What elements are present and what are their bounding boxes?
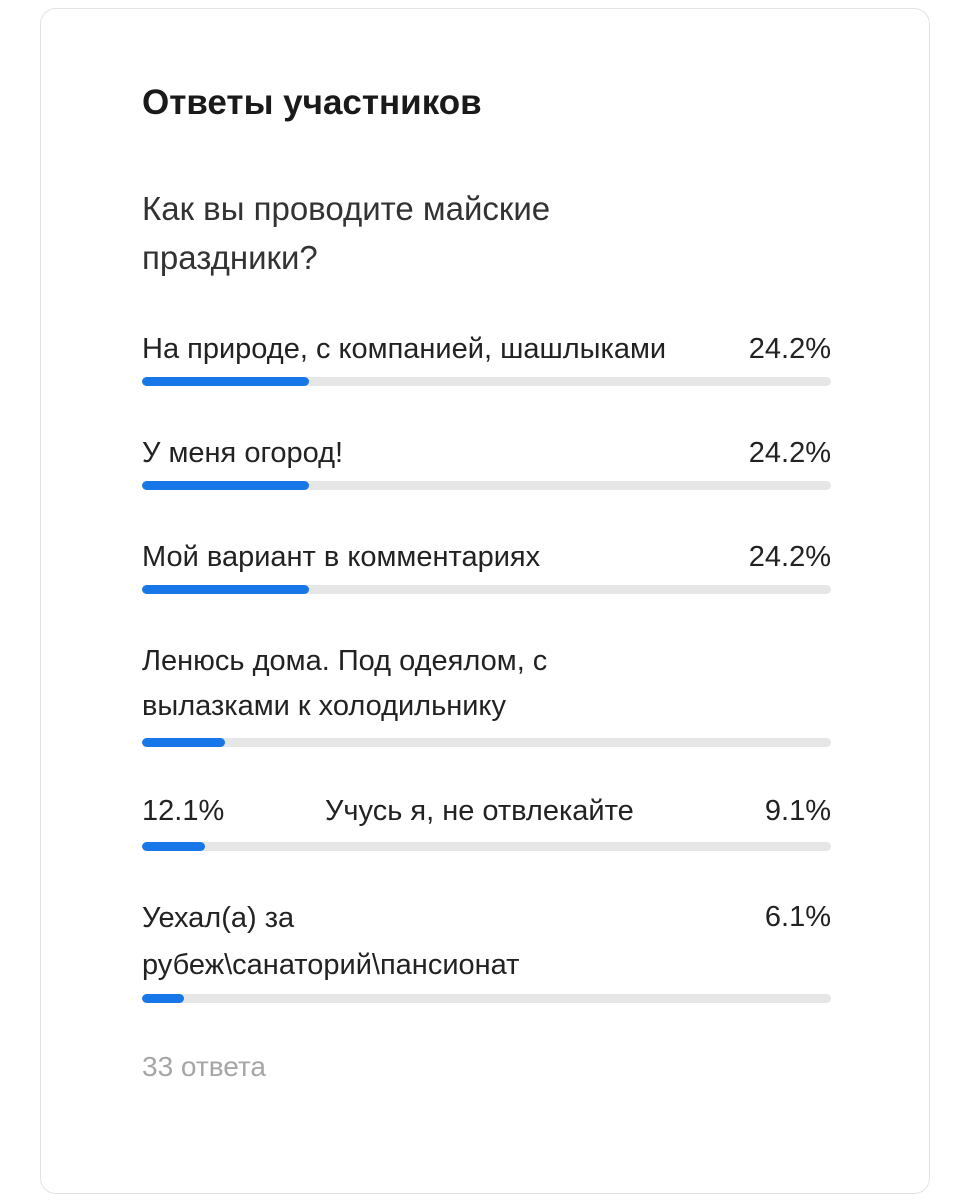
poll-option-percent: 9.1% bbox=[764, 795, 831, 827]
poll-option-label: Учусь я, не отвлекайте bbox=[325, 795, 634, 827]
poll-option-bar-fill bbox=[142, 585, 309, 594]
poll-option-percent: 24.2% bbox=[748, 541, 831, 573]
poll-option-bar-fill bbox=[142, 377, 309, 386]
poll-option-percent: 24.2% bbox=[748, 437, 831, 469]
poll-option-percent: 24.2% bbox=[748, 333, 831, 365]
poll-option-percent: 6.1% bbox=[764, 901, 831, 933]
poll-option-label: Мой вариант в комментариях bbox=[142, 541, 541, 573]
poll-heading: Ответы участников bbox=[142, 83, 482, 122]
poll-option-percent: 12.1% bbox=[142, 795, 225, 827]
poll-option-bar-fill bbox=[142, 738, 226, 747]
poll-option-bar-fill bbox=[142, 842, 205, 851]
poll-option-label: У меня огород! bbox=[142, 437, 344, 469]
poll-option-bar-track bbox=[142, 481, 831, 490]
poll-option-label: Уехал(а) за рубеж\санаторий\пансионат bbox=[142, 902, 520, 981]
poll-option-label: На природе, с компанией, шашлыками bbox=[142, 333, 667, 365]
poll-option-label: Ленюсь дома. Под одеялом, с вылазками к … bbox=[142, 645, 548, 722]
poll-question: Как вы проводите майские праздники? bbox=[142, 190, 551, 276]
poll-option-bar-track bbox=[142, 994, 831, 1003]
poll-option-bar-track bbox=[142, 585, 831, 594]
poll-option-bar-track bbox=[142, 377, 831, 386]
poll-option-bar-track bbox=[142, 738, 831, 747]
poll-option-bar-fill bbox=[142, 994, 185, 1003]
poll-option-bar-track bbox=[142, 842, 831, 851]
poll-option-bar-fill bbox=[142, 481, 309, 490]
poll-results-card: Ответы участников Как вы проводите майск… bbox=[40, 8, 930, 1194]
poll-response-count: 33 ответа bbox=[142, 1051, 266, 1082]
